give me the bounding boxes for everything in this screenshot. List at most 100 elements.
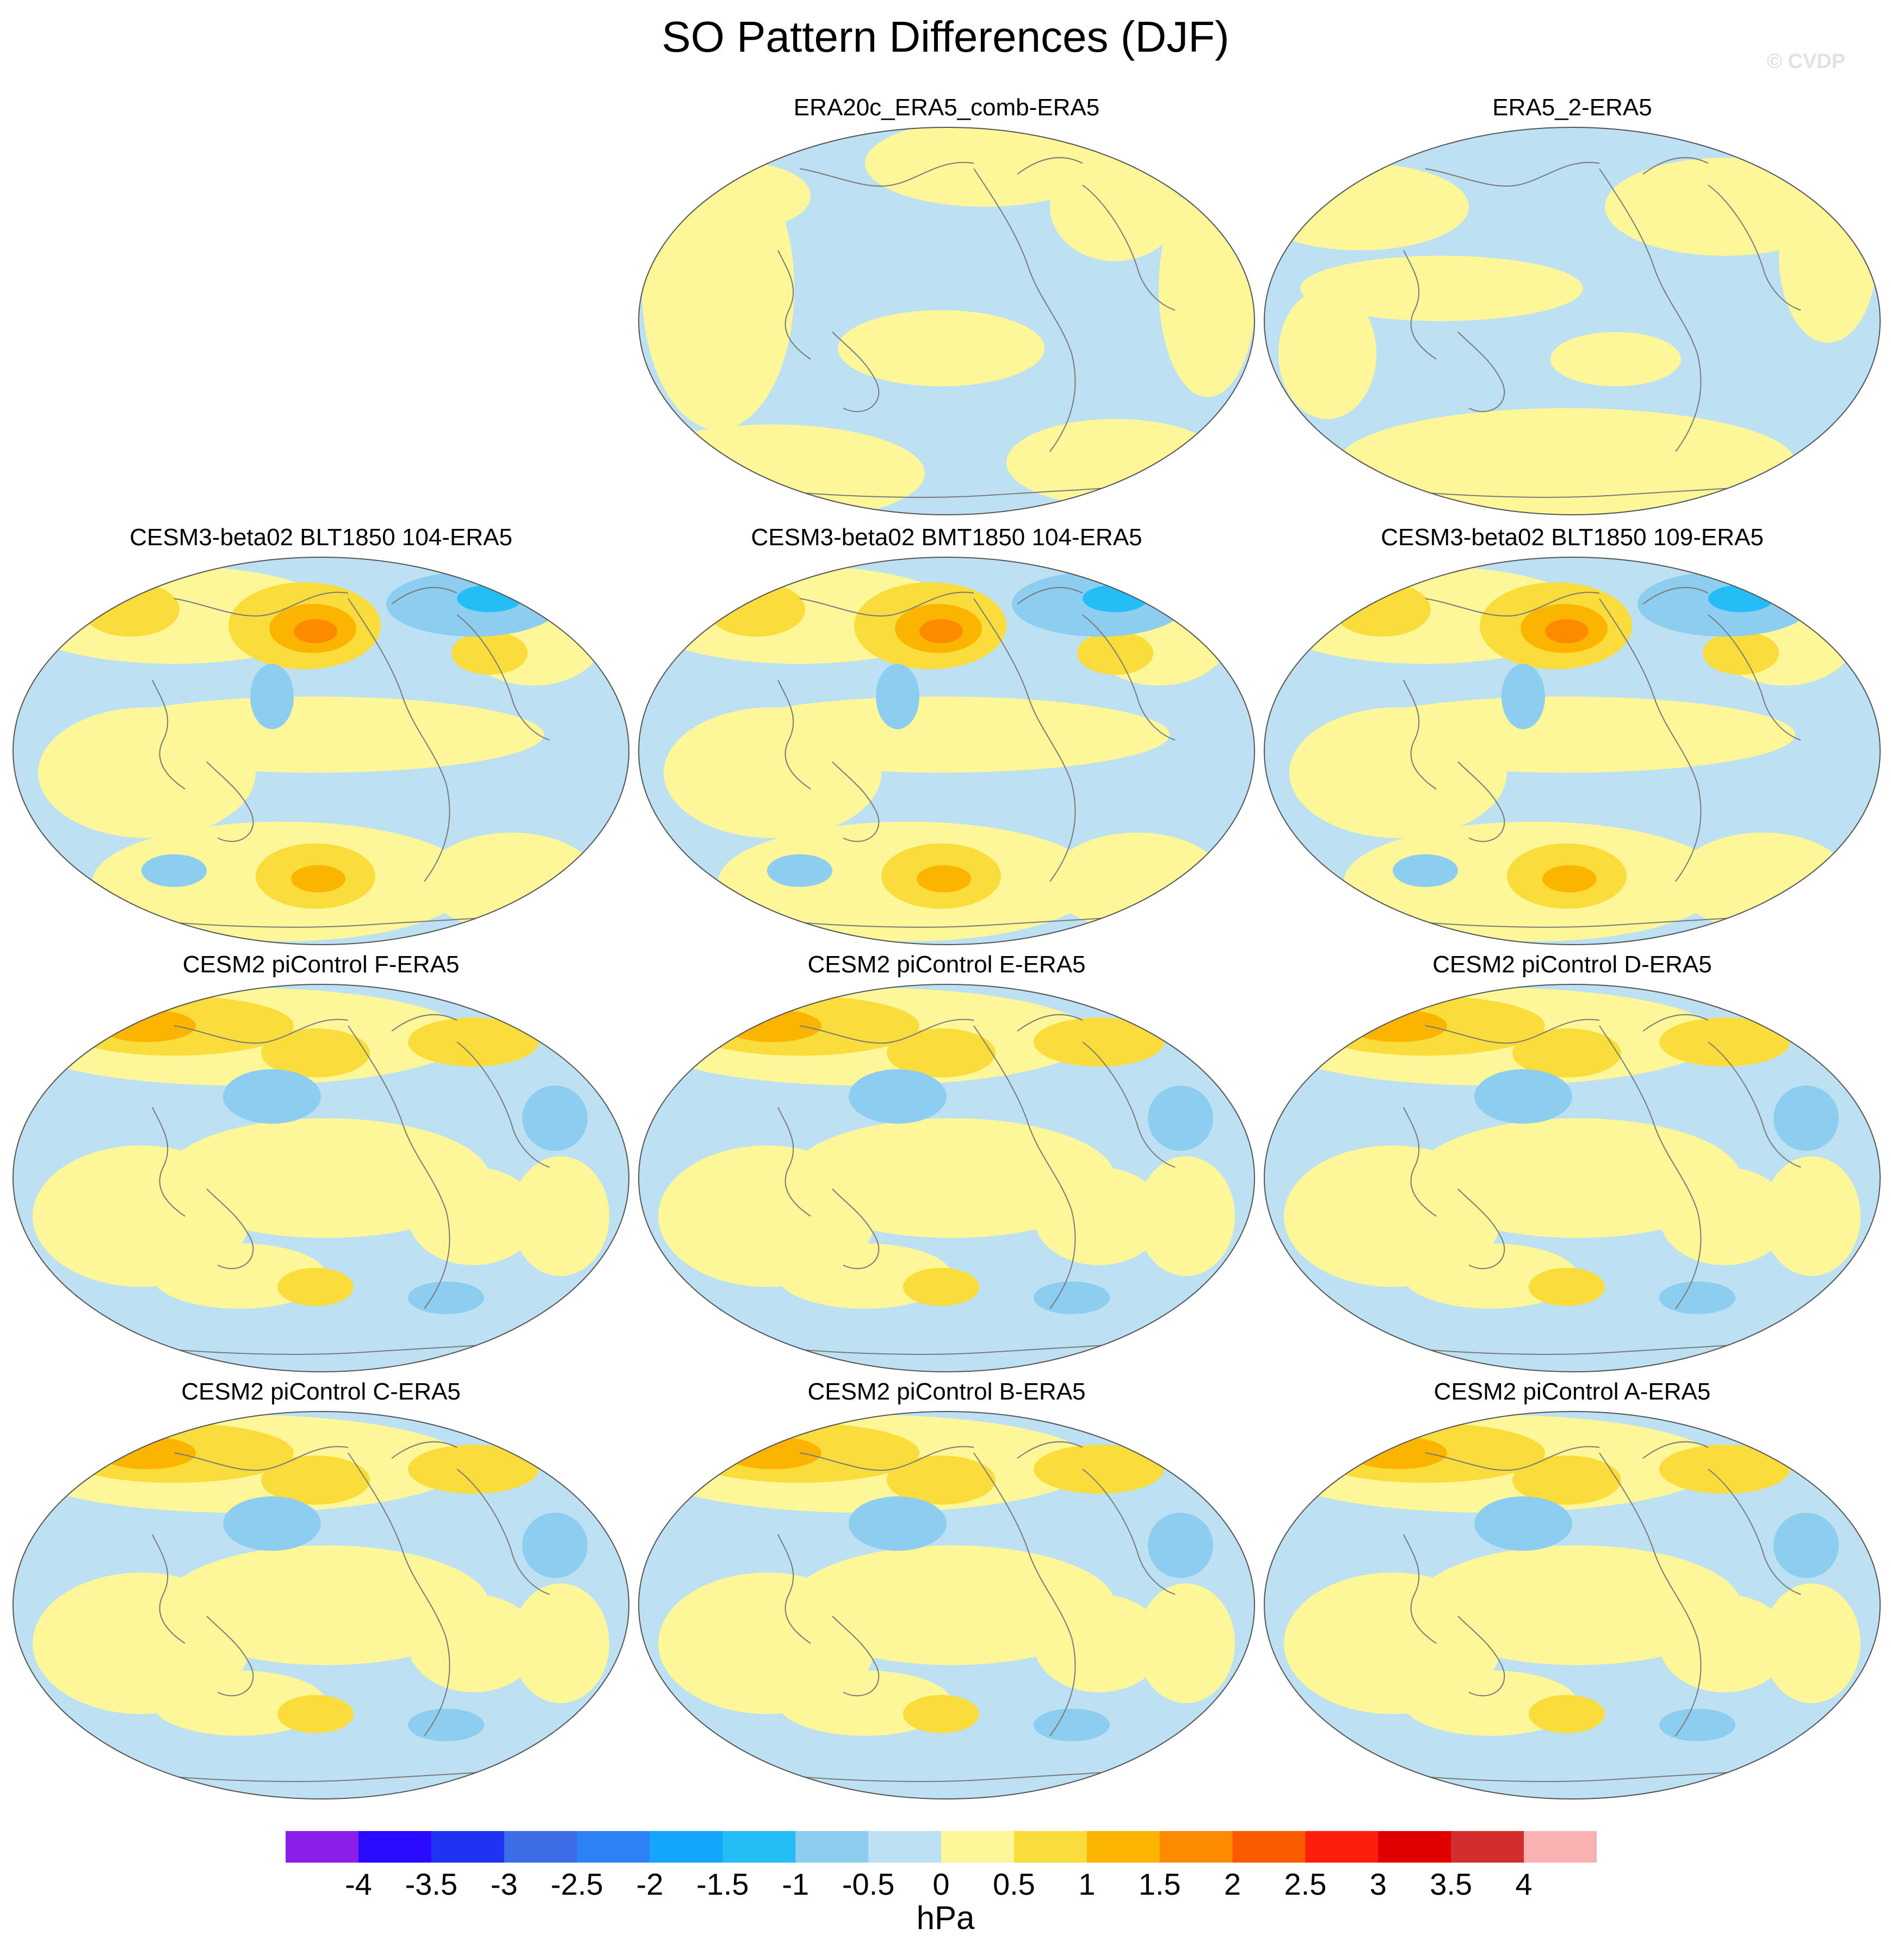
coastline: [1082, 1469, 1176, 1595]
colorbar-swatch: [1086, 1831, 1160, 1863]
coastline: [206, 1188, 254, 1269]
coastline: [1457, 1616, 1505, 1697]
anomaly-region: [277, 1695, 354, 1733]
coastline: [1017, 587, 1083, 605]
anomaly-region: [1034, 1594, 1164, 1692]
map-border: [13, 557, 629, 945]
coastline: [799, 162, 974, 187]
anomaly-region: [680, 163, 811, 229]
coastline: [1082, 614, 1176, 741]
coastline: [1642, 157, 1709, 175]
anomaly-region: [1034, 1167, 1164, 1265]
map-border: [13, 1411, 629, 1799]
credit-watermark: © CVDP: [1766, 50, 1845, 73]
anomaly-region: [1349, 1009, 1447, 1042]
anomaly-region: [1137, 1583, 1235, 1703]
anomaly-region: [849, 1496, 947, 1551]
map-border: [1264, 557, 1881, 945]
anomaly-region: [98, 1437, 196, 1469]
coastline: [1425, 591, 1600, 617]
coastline: [777, 1534, 811, 1644]
coastline: [973, 1452, 1076, 1736]
colorbar-tick-label: 4: [1515, 1867, 1532, 1901]
coastline: [174, 591, 349, 617]
colorbar-tick-label: 0: [932, 1867, 950, 1901]
anomaly-region: [291, 865, 345, 892]
map-border: [1264, 1411, 1881, 1799]
colorbar-tick-label: 0.5: [992, 1867, 1035, 1901]
coastline: [1403, 1107, 1437, 1217]
anomaly-region: [724, 1437, 821, 1469]
coastline: [1708, 1041, 1801, 1168]
anomaly-region: [1148, 1086, 1213, 1151]
colorbar-tick-label: -3: [490, 1867, 518, 1901]
coastline: [1708, 1469, 1801, 1595]
coastline: [174, 1446, 349, 1471]
coastline: [1642, 587, 1709, 605]
anomaly-region: [838, 310, 1045, 386]
coastline: [1457, 761, 1505, 842]
anomaly-region: [1545, 619, 1589, 643]
coastline: [799, 591, 974, 617]
map-panel: CESM2 piControl B-ERA5: [631, 1377, 1262, 1807]
colorbar-tick-label: 2: [1223, 1867, 1241, 1901]
colorbar-swatch: [941, 1831, 1015, 1863]
coastline: [777, 680, 811, 790]
anomaly-region: [1034, 1281, 1110, 1314]
anomaly-region: [1050, 152, 1181, 261]
map-panel: CESM2 piControl D-ERA5: [1257, 950, 1888, 1379]
map-field: [1264, 557, 1880, 945]
anomaly-region: [1006, 419, 1224, 506]
coastline: [1642, 1441, 1709, 1459]
anomaly-region: [1773, 1513, 1839, 1578]
coastline: [391, 1441, 458, 1459]
anomaly-region: [1659, 1594, 1790, 1692]
anomaly-region: [1763, 1583, 1861, 1703]
anomaly-region: [424, 833, 598, 930]
coastline: [1403, 1534, 1437, 1644]
anomaly-region: [707, 582, 805, 637]
anomaly-region: [408, 1018, 539, 1067]
anomaly-region: [261, 1456, 370, 1505]
anomaly-region: [522, 1086, 588, 1151]
anomaly-region: [98, 1009, 196, 1042]
coastline: [1599, 1452, 1702, 1736]
map-panel: CESM3-beta02 BMT1850 104-ERA5: [631, 522, 1262, 952]
coastline: [1082, 1041, 1176, 1168]
panel-title: CESM3-beta02 BLT1850 104-ERA5: [129, 524, 512, 551]
colorbar-swatch: [431, 1831, 505, 1863]
coastline: [973, 168, 1076, 452]
colorbar-swatches: [286, 1831, 1597, 1863]
coastline: [832, 1188, 880, 1269]
anomaly-region: [1137, 1156, 1235, 1276]
map-panel: CESM2 piControl E-ERA5: [631, 950, 1262, 1379]
anomaly-region: [408, 1709, 484, 1741]
anomaly-region: [511, 1156, 609, 1276]
coastline: [348, 598, 450, 882]
map-border: [13, 984, 629, 1372]
coastline: [1599, 1025, 1702, 1309]
anomaly-region: [1474, 1069, 1572, 1124]
coastline: [1425, 1446, 1600, 1471]
anomaly-region: [294, 619, 337, 643]
anomaly-region: [1338, 408, 1795, 515]
coastline: [152, 1107, 186, 1217]
map-field: [13, 1412, 629, 1799]
coastline: [1708, 614, 1801, 741]
anomaly-region: [919, 619, 963, 643]
anomaly-region: [903, 1268, 979, 1306]
anomaly-region: [1659, 1018, 1790, 1067]
anomaly-region: [408, 1281, 484, 1314]
map-plot: [638, 984, 1255, 1372]
colorbar-units: hPa: [916, 1900, 975, 1936]
anomaly-region: [1659, 1281, 1735, 1314]
coastline: [206, 761, 254, 842]
colorbar-swatch: [722, 1831, 796, 1863]
coastline: [777, 1107, 811, 1217]
panel-title: CESM2 piControl A-ERA5: [1433, 1378, 1711, 1405]
panel-title: CESM2 piControl C-ERA5: [181, 1378, 461, 1405]
anomaly-region: [38, 707, 256, 838]
anomaly-region: [1474, 1496, 1572, 1551]
coastline: [1599, 168, 1702, 452]
coastline: [206, 1616, 254, 1697]
